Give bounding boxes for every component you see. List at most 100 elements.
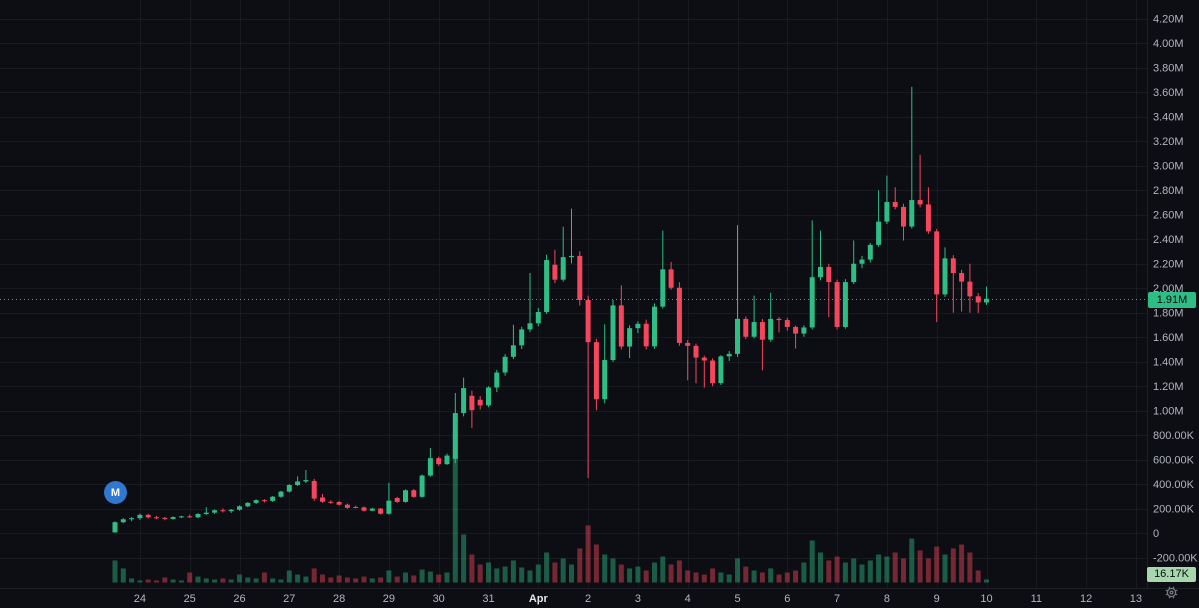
time-tick-label: 8 xyxy=(884,593,890,605)
gear-tooth xyxy=(1172,596,1175,599)
candle-body xyxy=(701,357,707,361)
candle-body xyxy=(917,200,923,205)
time-tick-label: 9 xyxy=(934,593,940,605)
candle-body xyxy=(784,320,790,327)
candle-body xyxy=(925,204,931,232)
candle-body xyxy=(320,497,325,502)
volume-bar xyxy=(452,430,458,583)
volume-bar xyxy=(286,570,292,583)
gear-icon[interactable] xyxy=(1163,584,1180,601)
volume-bar xyxy=(950,548,956,583)
volume-bar xyxy=(934,546,940,583)
candle-body xyxy=(942,258,948,295)
volume-bar xyxy=(693,572,699,583)
candle-body xyxy=(751,322,757,337)
time-tick-label: 7 xyxy=(834,593,840,605)
candle-body xyxy=(967,281,973,297)
candle-body xyxy=(759,322,765,340)
candle-body xyxy=(593,342,599,400)
time-axis[interactable] xyxy=(0,588,1147,608)
candle-body xyxy=(378,508,384,514)
volume-bar xyxy=(851,558,857,583)
candle-body xyxy=(851,263,857,283)
volume-bar xyxy=(668,564,674,583)
volume-bar xyxy=(809,540,815,583)
candle-body xyxy=(627,328,633,347)
volume-bar xyxy=(718,572,724,583)
volume-bar xyxy=(685,570,691,583)
volume-bar xyxy=(162,577,168,583)
candle-body xyxy=(286,484,292,492)
candle-body xyxy=(154,517,159,519)
volume-bar xyxy=(154,580,159,583)
candle-body xyxy=(527,323,533,330)
volume-bar xyxy=(593,544,599,583)
volume-bar xyxy=(328,577,334,583)
candle-body xyxy=(278,491,284,497)
token-logo-letter: M xyxy=(110,486,121,499)
volume-bar xyxy=(544,552,550,583)
volume-bar xyxy=(560,558,566,583)
volume-bar xyxy=(295,574,301,583)
grid xyxy=(0,0,1147,588)
candle-body xyxy=(668,269,674,288)
candle-body xyxy=(311,480,317,499)
time-tick-label: 4 xyxy=(685,593,691,605)
candle-body xyxy=(768,318,774,340)
gear-tooth xyxy=(1172,586,1175,589)
time-tick-label: 24 xyxy=(134,593,146,605)
candle-body xyxy=(228,509,234,512)
volume-bar xyxy=(959,544,965,583)
volume-bar xyxy=(137,580,143,583)
volume-bar xyxy=(411,575,417,583)
candle-body xyxy=(959,273,965,282)
token-logo: M xyxy=(104,481,127,504)
candle-body xyxy=(726,353,732,357)
volume-bar xyxy=(884,556,890,583)
volume-bar xyxy=(145,579,151,583)
candle-body xyxy=(295,481,301,485)
candle-body xyxy=(577,255,583,301)
candle-body xyxy=(950,258,956,274)
volume-bar xyxy=(336,575,342,583)
volume-bar xyxy=(793,570,799,583)
candle-body xyxy=(693,345,699,358)
volume-bar xyxy=(768,568,774,583)
candle-body xyxy=(237,506,242,510)
candle-body xyxy=(569,255,574,258)
volume-bar xyxy=(735,558,740,583)
price-tick-label: 1.00M xyxy=(1153,406,1184,418)
candle-body xyxy=(270,496,276,501)
volume-bar xyxy=(610,558,616,583)
volume-bar xyxy=(270,578,276,583)
time-tick-label: 13 xyxy=(1130,593,1142,605)
volume-bar xyxy=(444,572,450,583)
candle-body xyxy=(602,360,608,400)
candle-body xyxy=(901,206,906,227)
candle-body xyxy=(386,500,392,514)
time-tick-label: 11 xyxy=(1031,593,1042,605)
candle-body xyxy=(328,501,334,503)
candle-body xyxy=(261,500,267,502)
volume-bar xyxy=(403,572,408,583)
volume-bar xyxy=(178,580,184,583)
volume-bar xyxy=(701,574,707,583)
volume-bar xyxy=(834,556,840,583)
gear-tooth xyxy=(1175,593,1178,596)
price-tick-label: 2.80M xyxy=(1153,185,1184,197)
candle-body xyxy=(178,516,184,518)
candle-body xyxy=(145,514,151,518)
time-tick-label: 31 xyxy=(482,593,494,605)
volume-bar xyxy=(486,562,491,583)
volume-bar xyxy=(801,562,807,583)
price-tick-label: 200.00K xyxy=(1153,504,1195,516)
candle-body xyxy=(610,305,616,361)
candle-body xyxy=(743,318,749,337)
volume-bar xyxy=(776,574,782,583)
volume-bar xyxy=(552,562,558,583)
candle-body xyxy=(403,490,408,502)
volume-bar xyxy=(253,578,259,583)
time-tick-label: 25 xyxy=(184,593,196,605)
